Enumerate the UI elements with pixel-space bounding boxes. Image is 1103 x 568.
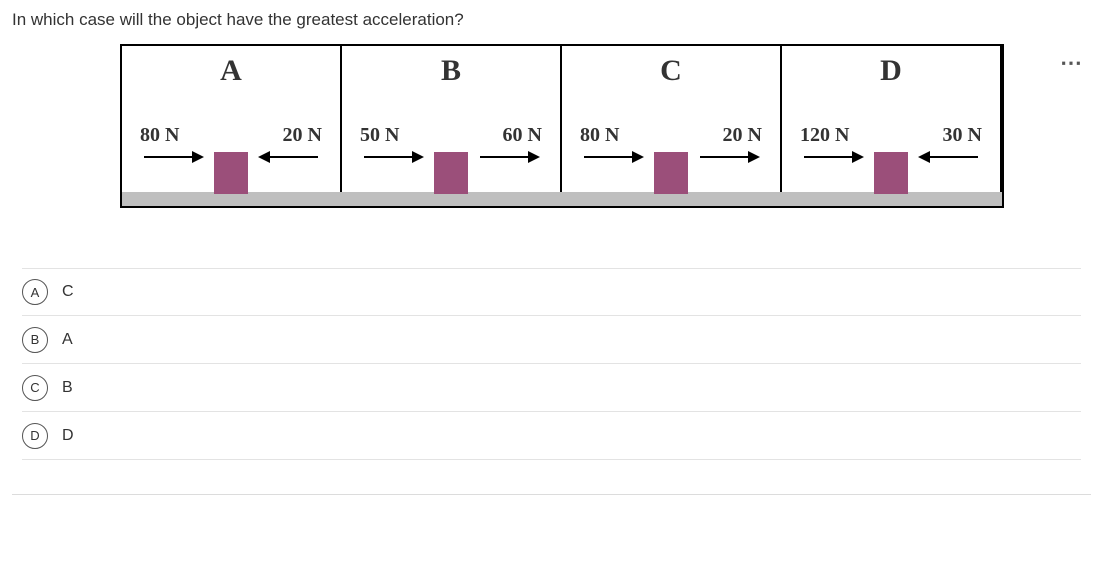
scene: 50 N 60 N <box>342 124 560 194</box>
scene: 80 N 20 N <box>122 124 340 194</box>
right-arrow <box>920 156 978 158</box>
left-force-label: 50 N <box>360 124 399 147</box>
right-arrow <box>700 156 758 158</box>
panel-letter: C <box>562 54 780 88</box>
right-force-label: 60 N <box>503 124 542 147</box>
bottom-divider <box>12 494 1091 495</box>
left-force-label: 120 N <box>800 124 849 147</box>
option-text: C <box>62 283 74 301</box>
scene: 120 N 30 N <box>782 124 1000 194</box>
option-c[interactable]: C B <box>22 364 1081 412</box>
left-force-label: 80 N <box>580 124 619 147</box>
diagram-row: A 80 N 20 N B 50 N 60 N C 80 N <box>12 44 1091 208</box>
option-letter-circle: C <box>22 375 48 401</box>
right-force-label: 20 N <box>723 124 762 147</box>
panel-b: B 50 N 60 N <box>342 46 562 206</box>
option-letter-circle: D <box>22 423 48 449</box>
panel-letter: D <box>782 54 1000 88</box>
panel-d: D 120 N 30 N <box>782 46 1002 206</box>
panel-letter: A <box>122 54 340 88</box>
more-options-icon[interactable]: ⋯ <box>1060 50 1083 76</box>
left-arrow <box>804 156 862 158</box>
right-arrow <box>260 156 318 158</box>
diagram-container: A 80 N 20 N B 50 N 60 N C 80 N <box>120 44 1004 208</box>
question-text: In which case will the object have the g… <box>12 10 1091 30</box>
right-force-label: 20 N <box>283 124 322 147</box>
answer-options: A C B A C B D D <box>12 268 1091 460</box>
scene: 80 N 20 N <box>562 124 780 194</box>
option-b[interactable]: B A <box>22 316 1081 364</box>
ground-bar <box>122 192 1002 206</box>
right-force-label: 30 N <box>943 124 982 147</box>
option-text: B <box>62 379 73 397</box>
object-box <box>874 152 908 194</box>
object-box <box>654 152 688 194</box>
option-text: A <box>62 331 73 349</box>
left-arrow <box>144 156 202 158</box>
left-arrow <box>364 156 422 158</box>
object-box <box>434 152 468 194</box>
left-arrow <box>584 156 642 158</box>
left-force-label: 80 N <box>140 124 179 147</box>
panel-c: C 80 N 20 N <box>562 46 782 206</box>
panel-letter: B <box>342 54 560 88</box>
object-box <box>214 152 248 194</box>
right-arrow <box>480 156 538 158</box>
option-text: D <box>62 427 74 445</box>
option-letter-circle: A <box>22 279 48 305</box>
option-d[interactable]: D D <box>22 412 1081 460</box>
option-letter-circle: B <box>22 327 48 353</box>
panel-a: A 80 N 20 N <box>122 46 342 206</box>
option-a[interactable]: A C <box>22 268 1081 316</box>
